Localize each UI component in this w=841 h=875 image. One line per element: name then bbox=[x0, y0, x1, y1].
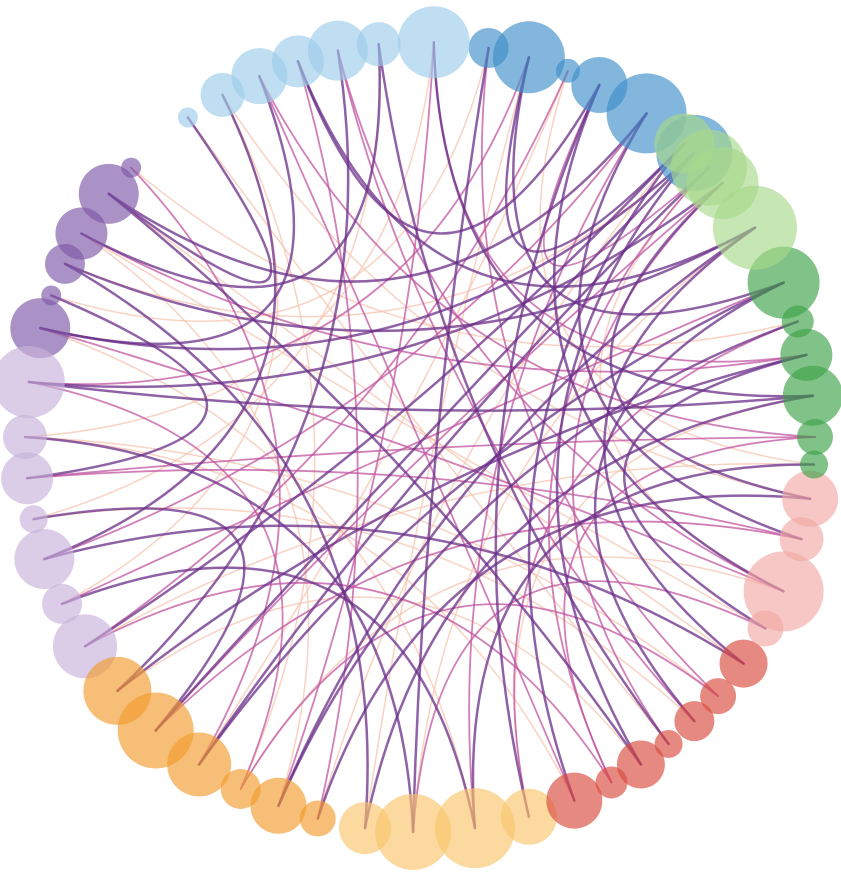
node bbox=[178, 107, 198, 127]
node bbox=[671, 130, 747, 206]
edge bbox=[156, 183, 723, 730]
edge bbox=[25, 437, 718, 696]
node bbox=[201, 73, 245, 117]
node bbox=[0, 346, 65, 418]
node bbox=[546, 773, 602, 829]
node bbox=[20, 505, 48, 533]
node bbox=[300, 801, 336, 837]
chord-diagram bbox=[0, 0, 841, 875]
node bbox=[720, 640, 768, 688]
edge bbox=[604, 228, 755, 664]
node bbox=[45, 244, 85, 284]
node bbox=[571, 57, 627, 113]
node bbox=[250, 778, 306, 834]
edge bbox=[259, 76, 574, 800]
node bbox=[469, 28, 509, 68]
node bbox=[655, 730, 683, 758]
node bbox=[14, 529, 74, 589]
node bbox=[782, 471, 838, 527]
node bbox=[780, 329, 832, 381]
node bbox=[1, 452, 53, 504]
node bbox=[435, 788, 515, 868]
node bbox=[744, 551, 824, 631]
node bbox=[398, 6, 470, 78]
